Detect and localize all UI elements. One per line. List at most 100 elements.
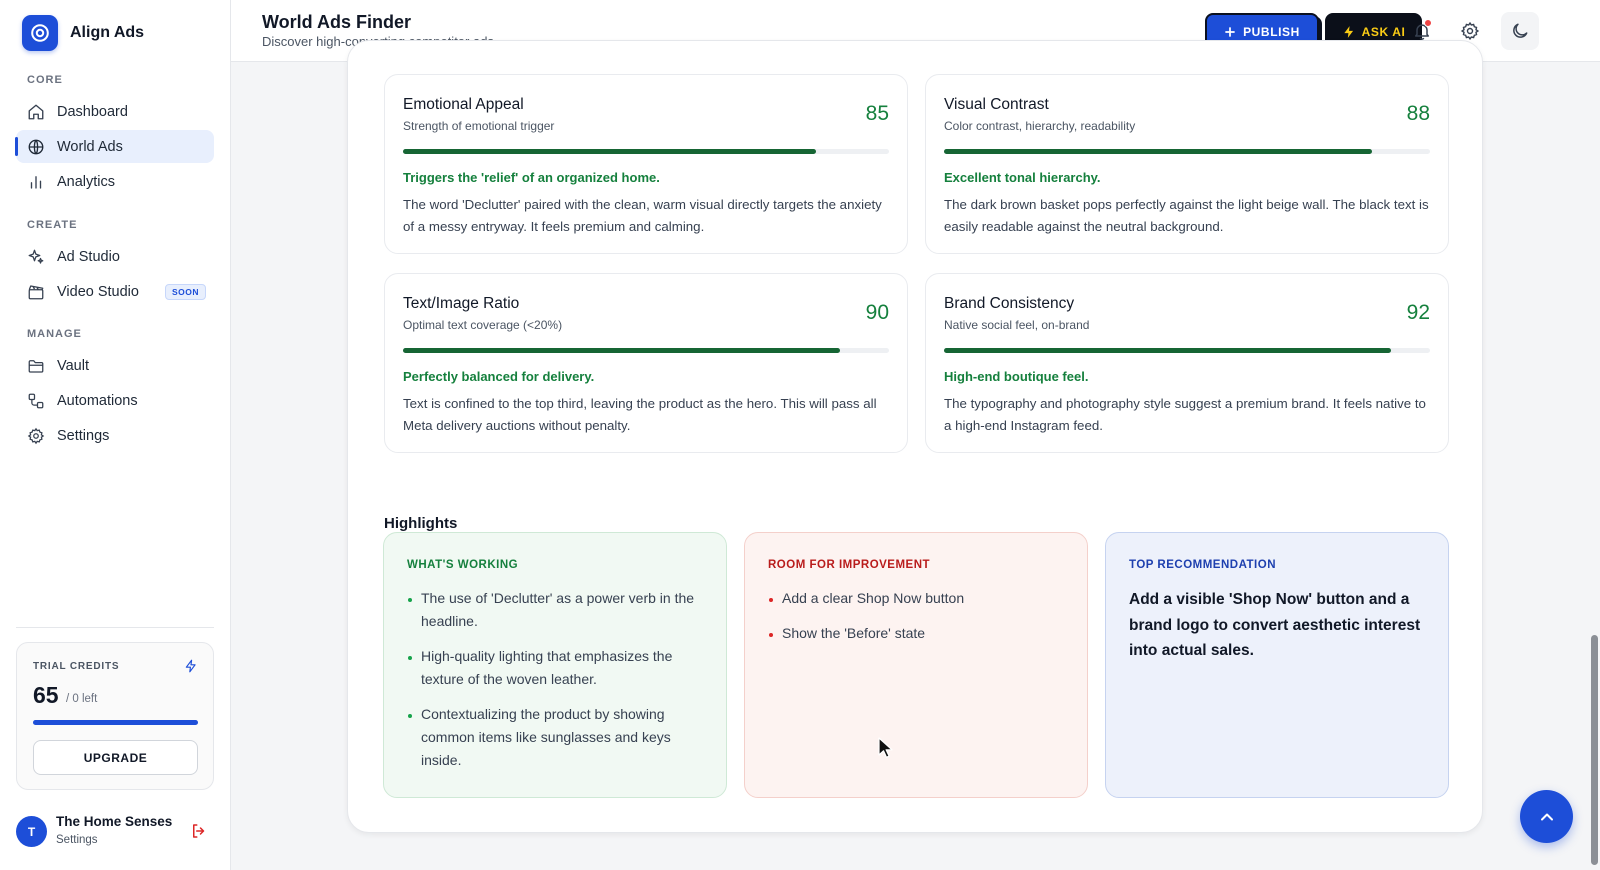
sidebar-item-video-studio[interactable]: Video Studio SOON	[16, 275, 214, 308]
workflow-icon	[28, 393, 44, 408]
metric-progress-bar	[403, 149, 889, 154]
list-item: Show the 'Before' state	[768, 622, 1068, 645]
metric-progress-fill	[403, 149, 817, 154]
room-for-improvement-label: ROOM FOR IMPROVEMENT	[768, 559, 931, 571]
sidebar: Align Ads CORE Dashboard World Ads Analy…	[0, 0, 231, 870]
room-for-improvement-list: Add a clear Shop Now button Show the 'Be…	[768, 587, 1068, 657]
home-icon	[28, 104, 44, 119]
metric-description: Text is confined to the top third, leavi…	[403, 396, 877, 433]
highlights-heading: Highlights	[384, 515, 458, 532]
metric-title: Brand Consistency	[944, 295, 1075, 312]
sidebar-divider	[16, 627, 214, 628]
metric-subtitle: Native social feel, on-brand	[944, 318, 1090, 332]
page-title: World Ads Finder	[262, 12, 412, 32]
globe-icon	[28, 139, 44, 154]
metric-progress-fill	[944, 149, 1372, 154]
section-label-create: CREATE	[27, 219, 78, 231]
metric-description: The word 'Declutter' paired with the cle…	[403, 197, 882, 234]
list-item: Add a clear Shop Now button	[768, 587, 1068, 610]
sidebar-item-analytics[interactable]: Analytics	[16, 165, 214, 198]
gear-icon	[1460, 21, 1480, 41]
metric-score: 88	[1406, 102, 1430, 125]
sidebar-item-vault[interactable]: Vault	[16, 349, 214, 382]
metric-description: The typography and photography style sug…	[944, 396, 1426, 433]
list-item: Contextualizing the product by showing c…	[407, 703, 707, 772]
sparkles-icon	[28, 249, 44, 264]
metric-subtitle: Color contrast, hierarchy, readability	[944, 119, 1136, 133]
metric-progress-bar	[944, 149, 1430, 154]
moon-icon	[1513, 23, 1528, 38]
credits-left: / 0 left	[66, 693, 98, 705]
whats-working-card: WHAT'S WORKING The use of 'Declutter' as…	[383, 532, 727, 798]
theme-toggle-button[interactable]	[1501, 12, 1539, 50]
lightning-icon	[185, 659, 196, 673]
sidebar-item-label: Vault	[57, 357, 89, 374]
metric-subtitle: Optimal text coverage (<20%)	[403, 318, 563, 332]
lightning-icon	[1343, 25, 1353, 38]
sidebar-item-label: Settings	[57, 427, 110, 444]
soon-badge: SOON	[164, 283, 206, 300]
sidebar-item-label: Ad Studio	[57, 248, 120, 265]
credits-value: 65	[33, 682, 59, 708]
metric-title: Emotional Appeal	[403, 96, 524, 113]
metric-verdict: High-end boutique feel.	[944, 369, 1089, 384]
brand[interactable]: Align Ads	[22, 15, 144, 51]
metric-score: 92	[1406, 301, 1430, 324]
top-recommendation-label: TOP RECOMMENDATION	[1129, 559, 1277, 571]
scrollbar[interactable]	[1589, 62, 1600, 870]
user-settings-link[interactable]: Settings	[56, 834, 98, 846]
credits-progress-bar	[33, 720, 198, 725]
whats-working-label: WHAT'S WORKING	[407, 559, 519, 571]
logout-icon[interactable]	[190, 822, 208, 840]
credits-label: TRIAL CREDITS	[33, 661, 120, 672]
user-profile[interactable]: T The Home Senses Settings	[16, 812, 214, 852]
metric-progress-fill	[403, 348, 841, 353]
metric-verdict: Triggers the 'relief' of an organized ho…	[403, 170, 660, 185]
sidebar-item-dashboard[interactable]: Dashboard	[16, 95, 214, 128]
metric-card-emotional-appeal: Emotional Appeal Strength of emotional t…	[384, 74, 908, 254]
metric-verdict: Perfectly balanced for delivery.	[403, 369, 595, 384]
sidebar-item-label: World Ads	[57, 138, 123, 155]
trial-credits-card: TRIAL CREDITS 65 / 0 left UPGRADE	[16, 642, 214, 790]
upgrade-button[interactable]: UPGRADE	[33, 740, 198, 775]
analysis-panel: Emotional Appeal Strength of emotional t…	[347, 40, 1483, 833]
publish-label: PUBLISH	[1243, 24, 1300, 39]
brand-name: Align Ads	[70, 24, 145, 41]
metric-card-text-image-ratio: Text/Image Ratio Optimal text coverage (…	[384, 273, 908, 453]
notifications-button[interactable]	[1403, 12, 1441, 50]
bar-chart-icon	[30, 175, 42, 189]
room-for-improvement-card: ROOM FOR IMPROVEMENT Add a clear Shop No…	[744, 532, 1088, 798]
sidebar-item-label: Automations	[57, 392, 138, 409]
metric-progress-bar	[944, 348, 1430, 353]
avatar: T	[16, 816, 47, 847]
sidebar-item-ad-studio[interactable]: Ad Studio	[16, 240, 214, 273]
whats-working-list: The use of 'Declutter' as a power verb i…	[407, 587, 707, 784]
list-item: High-quality lighting that emphasizes th…	[407, 645, 707, 691]
metric-card-visual-contrast: Visual Contrast Color contrast, hierarch…	[925, 74, 1449, 254]
metric-description: The dark brown basket pops perfectly aga…	[944, 197, 1429, 234]
metric-card-brand-consistency: Brand Consistency Native social feel, on…	[925, 273, 1449, 453]
scrollbar-thumb[interactable]	[1591, 635, 1598, 865]
sidebar-item-world-ads[interactable]: World Ads	[15, 130, 214, 163]
settings-button[interactable]	[1451, 12, 1489, 50]
credits-progress-fill	[33, 720, 198, 725]
clapperboard-icon	[28, 284, 44, 299]
sidebar-item-settings[interactable]: Settings	[16, 419, 214, 452]
folder-icon	[28, 359, 44, 373]
sidebar-item-label: Analytics	[57, 173, 116, 190]
metric-verdict: Excellent tonal hierarchy.	[944, 170, 1101, 185]
section-label-core: CORE	[27, 74, 63, 86]
metric-title: Visual Contrast	[944, 96, 1049, 113]
ask-ai-label: ASK AI	[1361, 24, 1406, 39]
metric-progress-bar	[403, 348, 889, 353]
metric-score: 90	[865, 301, 889, 324]
metric-score: 85	[865, 102, 889, 125]
user-name: The Home Senses	[56, 814, 173, 829]
notification-dot	[1424, 19, 1432, 27]
scroll-to-top-button[interactable]	[1520, 790, 1573, 843]
top-recommendation-card: TOP RECOMMENDATION Add a visible 'Shop N…	[1105, 532, 1449, 798]
list-item: The use of 'Declutter' as a power verb i…	[407, 587, 707, 633]
chevron-up-icon	[1540, 813, 1553, 820]
sidebar-item-label: Dashboard	[57, 103, 128, 120]
sidebar-item-automations[interactable]: Automations	[16, 384, 214, 417]
